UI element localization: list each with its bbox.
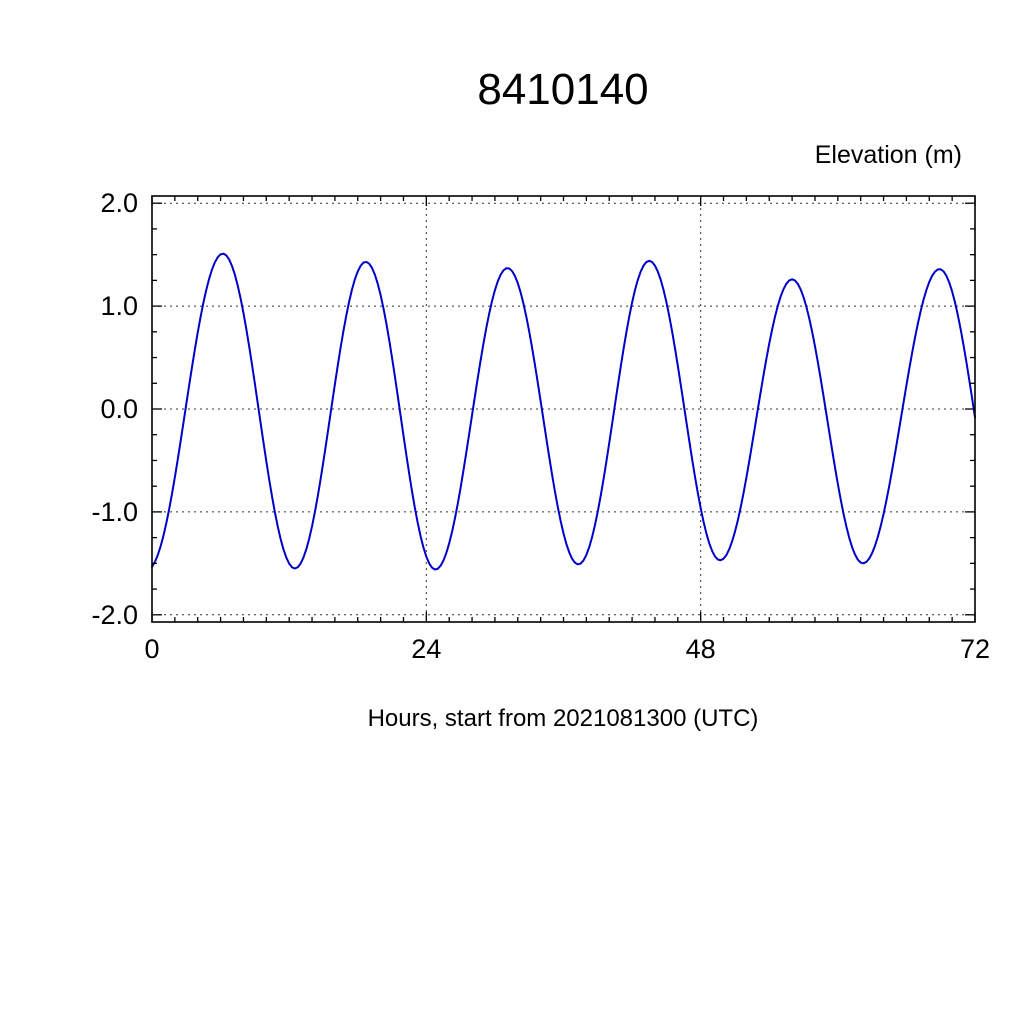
plot-frame: [151, 195, 976, 623]
y-tick-label: 2.0: [100, 188, 138, 218]
y-tick-label: 1.0: [100, 291, 138, 321]
elevation-curve: [151, 252, 976, 571]
gridlines: [152, 196, 975, 622]
tick-labels: 0 24 48 72 -2.0 -1.0 0.0 1.0 2.0: [91, 188, 990, 664]
y-tick-label: -1.0: [91, 497, 138, 527]
x-tick-label: 72: [960, 634, 990, 664]
y-tick-label: 0.0: [100, 394, 138, 424]
x-tick-label: 48: [686, 634, 716, 664]
elevation-series-line: [151, 252, 976, 571]
y-tick-label: -2.0: [91, 600, 138, 630]
y-axis-label: Elevation (m): [815, 141, 962, 169]
chart-title: 8410140: [477, 65, 648, 114]
x-axis-label: Hours, start from 2021081300 (UTC): [368, 705, 759, 732]
axes-ticks: [151, 196, 976, 622]
x-tick-label: 24: [411, 634, 441, 664]
x-tick-label: 0: [144, 634, 159, 664]
